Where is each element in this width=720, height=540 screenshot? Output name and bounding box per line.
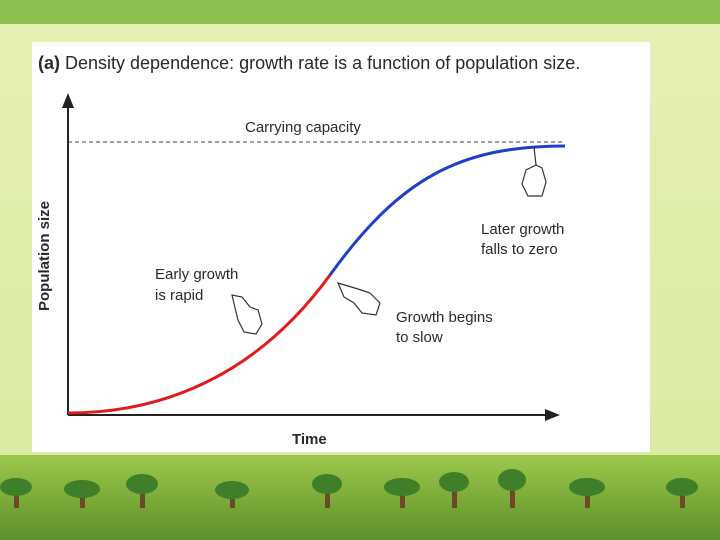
curve-early [67, 274, 332, 415]
annotation-line: Later growth [481, 221, 564, 238]
annotation-line: Early growth [155, 266, 238, 283]
axes [62, 93, 560, 421]
pointing-hands [231, 146, 547, 335]
annotation-line: is rapid [155, 287, 203, 304]
trees [0, 469, 698, 508]
figure-panel [32, 42, 650, 452]
x-axis-label: Time [292, 431, 327, 448]
annotation-line: to slow [396, 329, 443, 346]
annotation-line: falls to zero [481, 241, 558, 258]
capacity-label: Carrying capacity [245, 119, 361, 136]
grass-band [0, 455, 720, 540]
top-band [0, 0, 720, 24]
curve-late [328, 144, 566, 276]
figure-title: (a) Density dependence: growth rate is a … [38, 53, 580, 73]
figure-label: (a) [38, 53, 60, 73]
annotation-line: Growth begins [396, 309, 493, 326]
figure-title-text: Density dependence: growth rate is a fun… [65, 53, 580, 73]
y-axis-label: Population size [36, 201, 53, 311]
